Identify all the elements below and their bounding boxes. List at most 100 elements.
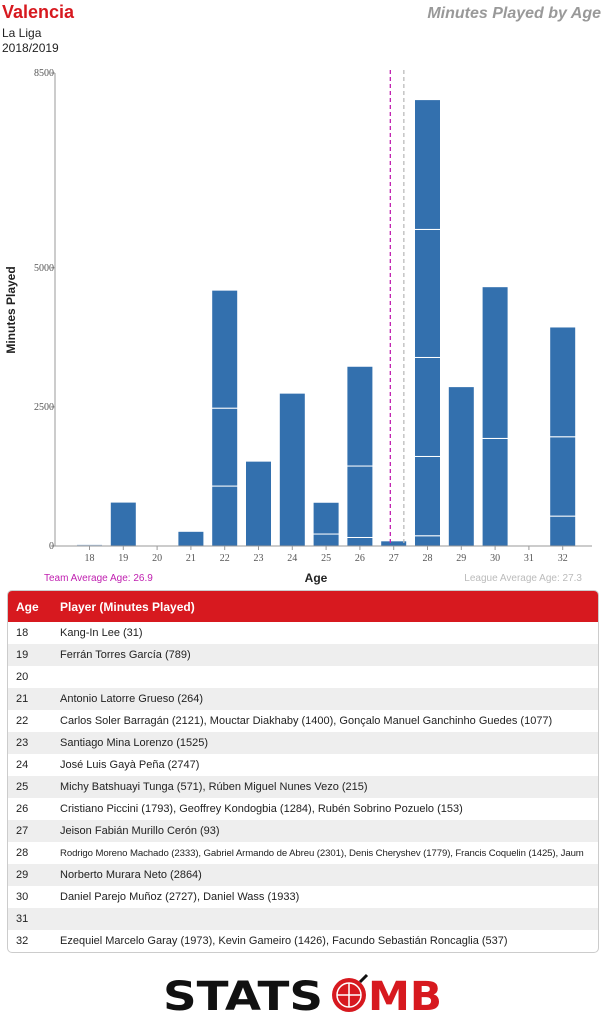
table-row: 25 Michy Batshuayi Tunga (571), Rúben Mig… [8, 776, 598, 798]
x-tick-label: 18 [85, 553, 95, 564]
chart-title: Minutes Played by Age [427, 5, 601, 22]
row-age-cell: 23 [8, 732, 52, 754]
bar-segment[interactable] [211, 289, 239, 409]
bar-segment[interactable] [447, 386, 475, 547]
table-row: 27 Jeison Fabián Murillo Cerón (93) [8, 820, 598, 842]
bar-segment[interactable] [414, 99, 441, 230]
logo-text-right: MB [368, 974, 442, 1018]
x-tick-label: 27 [389, 553, 399, 564]
row-age-cell: 30 [16, 891, 29, 903]
bar-segment[interactable] [414, 535, 441, 547]
table-row: 21 Antonio Latorre Grueso (264) [8, 688, 598, 710]
bar-segment[interactable] [346, 536, 374, 547]
row-age-cell: 25 [8, 776, 52, 798]
x-axis-title: Age [305, 571, 328, 585]
row-players-cell: Ezequiel Marcelo Garay (1973), Kevin Gam… [60, 935, 508, 947]
row-age-cell: 18 [16, 627, 29, 639]
minutes-by-age-chart: 0 2500 5000 8500 18 19 20 21 22 23 24 25 26 27 28 29 30 3… [4, 68, 592, 585]
bar-segment[interactable] [549, 515, 577, 547]
table-row: 32 Ezequiel Marcelo Garay (1973), Kevin G… [8, 930, 598, 952]
row-age-cell: 20 [16, 671, 29, 683]
x-tick-label: 30 [490, 553, 500, 564]
bar-segment[interactable] [109, 501, 137, 547]
row-players-cell [52, 666, 598, 688]
team-average-label: Team Average Age: 26.9 [44, 573, 153, 584]
table-row: 18 Kang-In Lee (31) [8, 622, 598, 644]
x-tick-label: 26 [355, 553, 365, 564]
y-axis-title: Minutes Played [4, 266, 18, 353]
players-column-header: Player (Minutes Played) [52, 591, 598, 622]
statsbomb-logo: STATS MB [163, 973, 442, 1018]
x-tick-label: 22 [220, 553, 230, 564]
bar-segment[interactable] [414, 228, 441, 358]
x-tick-label: 24 [287, 553, 297, 564]
x-tick-label: 23 [254, 553, 264, 564]
table-row: 29 Norberto Murara Neto (2864) [8, 864, 598, 886]
table-row: 24 José Luis Gayà Peña (2747) [8, 754, 598, 776]
y-tick-label: 2500 [34, 402, 54, 413]
bar-segment[interactable] [549, 326, 577, 438]
x-tick-label: 21 [186, 553, 196, 564]
players-table: Age Player (Minutes Played) 18 Kang-In Le… [8, 591, 598, 952]
row-players-cell: Cristiano Piccini (1793), Geoffrey Kondo… [60, 803, 463, 815]
bar-segment[interactable] [211, 407, 239, 487]
x-tick-label: 28 [423, 553, 433, 564]
table-row: 19 Ferrán Torres García (789) [8, 644, 598, 666]
bar-segment[interactable] [481, 286, 509, 439]
table-row: 22 Carlos Soler Barragán (2121), Mouctar … [8, 710, 598, 732]
row-age-cell: 32 [16, 935, 29, 947]
row-players-cell: Jeison Fabián Murillo Cerón (93) [52, 820, 598, 842]
bar-segment[interactable] [312, 501, 340, 535]
logo-text-left: STATS [163, 974, 323, 1018]
row-players-cell: José Luis Gayà Peña (2747) [60, 759, 200, 771]
bar-segment[interactable] [211, 485, 239, 547]
row-players-cell: Kang-In Lee (31) [60, 627, 143, 639]
x-tick-label: 19 [118, 553, 128, 564]
bar-segment[interactable] [414, 455, 441, 537]
y-tick-label: 0 [49, 541, 54, 552]
table-row: 23 Santiago Mina Lorenzo (1525) [8, 732, 598, 754]
row-players-cell: Carlos Soler Barragán (2121), Mouctar Di… [60, 715, 553, 727]
team-name: Valencia [2, 2, 75, 22]
table-row: 31 [8, 908, 598, 930]
row-players-cell: Daniel Parejo Muñoz (2727), Daniel Wass … [60, 891, 300, 903]
row-players-cell: Norberto Murara Neto (2864) [52, 864, 598, 886]
players-table-container: Age Player (Minutes Played) 18 Kang-In Le… [7, 590, 599, 953]
row-players-cell: Ferrán Torres García (789) [52, 644, 598, 666]
row-age-cell: 21 [8, 688, 52, 710]
table-header-row: Age Player (Minutes Played) [8, 591, 598, 622]
bar-segment[interactable] [278, 392, 306, 547]
table-row: 28 Rodrigo Moreno Machado (2333), Gabriel… [8, 842, 598, 864]
y-tick-label: 8500 [34, 68, 54, 79]
table-row: 26 Cristiano Piccini (1793), Geoffrey Kon… [8, 798, 598, 820]
bar-segment[interactable] [312, 533, 340, 547]
bar-segment[interactable] [177, 530, 205, 547]
season-label: 2018/2019 [2, 41, 59, 55]
row-players-cell: Rodrigo Moreno Machado (2333), Gabriel A… [60, 847, 584, 859]
bar-segment[interactable] [414, 356, 441, 457]
row-age-cell: 24 [16, 759, 29, 771]
bomb-icon [332, 973, 369, 1012]
bar-segment[interactable] [549, 436, 577, 517]
row-players-cell [52, 908, 598, 930]
row-players-cell: Santiago Mina Lorenzo (1525) [52, 732, 598, 754]
table-row: 30 Daniel Parejo Muñoz (2727), Daniel Was… [8, 886, 598, 908]
row-age-cell: 27 [8, 820, 52, 842]
row-age-cell: 28 [16, 847, 29, 859]
league-name: La Liga [2, 26, 42, 40]
bar-segment[interactable] [346, 465, 374, 538]
x-tick-label: 32 [558, 553, 568, 564]
x-tick-label: 20 [152, 553, 162, 564]
bar-segment[interactable] [481, 437, 509, 547]
x-tick-label: 25 [321, 553, 331, 564]
bar-segment[interactable] [245, 460, 272, 547]
x-tick-label: 29 [456, 553, 466, 564]
row-age-cell: 31 [8, 908, 52, 930]
x-tick-label: 31 [524, 553, 534, 564]
y-tick-label: 5000 [34, 263, 54, 274]
league-average-label: League Average Age: 27.3 [464, 573, 582, 584]
bar-segment[interactable] [346, 365, 374, 467]
table-row: 20 [8, 666, 598, 688]
row-players-cell: Antonio Latorre Grueso (264) [52, 688, 598, 710]
bar-segment[interactable] [380, 540, 408, 547]
